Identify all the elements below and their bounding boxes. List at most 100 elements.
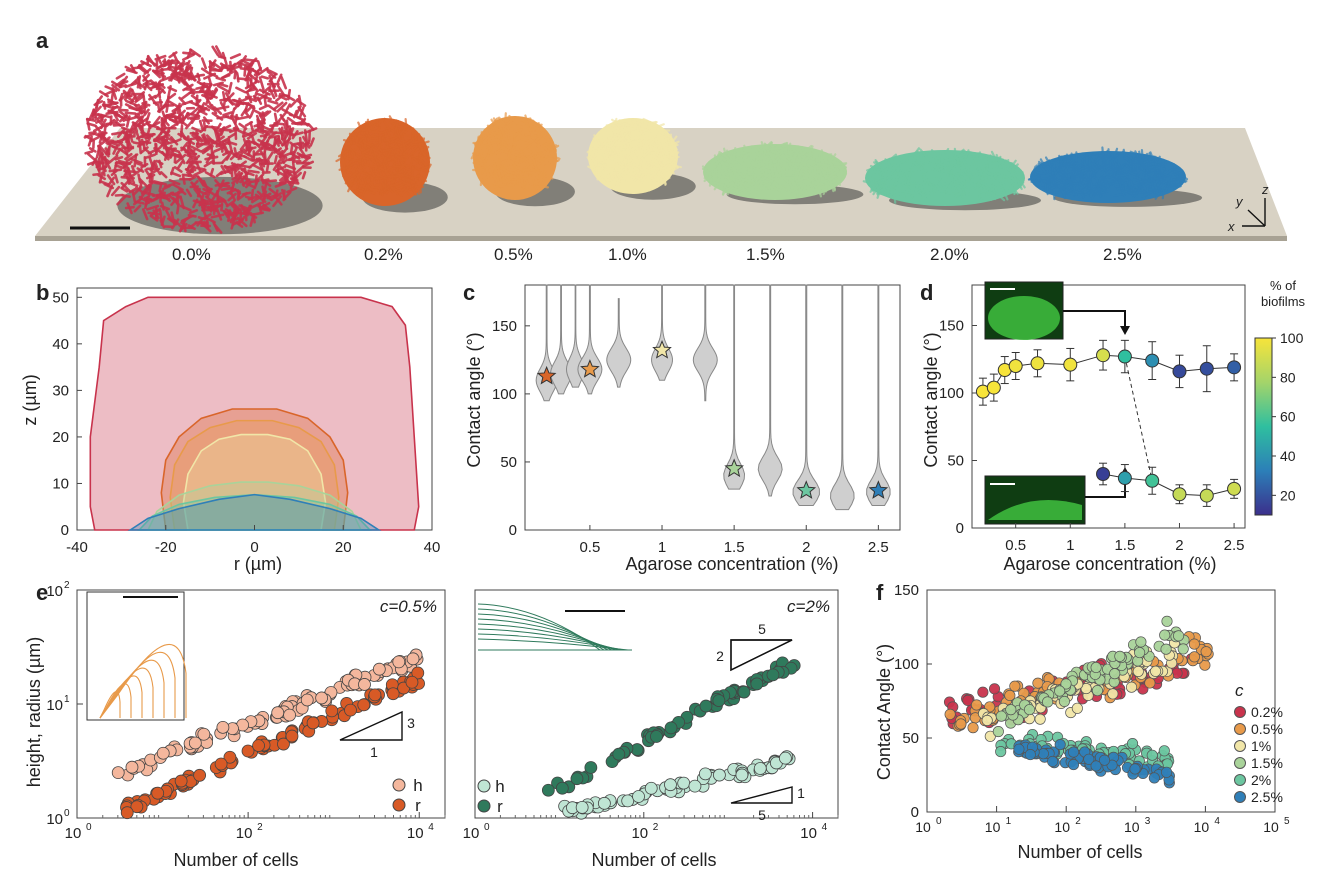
cell <box>104 89 115 96</box>
cell <box>236 61 251 68</box>
cell <box>151 69 162 79</box>
point-r <box>174 774 188 788</box>
point-1.5% <box>1173 630 1185 642</box>
point-h <box>664 778 677 792</box>
cell <box>609 177 620 182</box>
xtick-exp-100: 2 <box>1075 816 1081 827</box>
cell <box>750 163 764 170</box>
slope-run: 1 <box>370 744 378 760</box>
cell <box>160 67 171 72</box>
cell <box>592 136 604 140</box>
violin-3 <box>577 284 603 395</box>
xtick-label-1: 10 <box>65 825 82 842</box>
cell <box>97 165 108 172</box>
colorbar <box>1254 337 1273 516</box>
legend-text-5: 2.5% <box>1251 789 1283 805</box>
cell <box>229 53 242 60</box>
cell <box>114 173 119 184</box>
cell <box>205 151 215 164</box>
xtick-exp-10000: 4 <box>1214 816 1220 827</box>
cell <box>817 151 822 161</box>
cell <box>1131 174 1142 181</box>
cell <box>980 195 992 200</box>
violin-6 <box>692 284 718 402</box>
point-h <box>753 762 767 775</box>
cell <box>738 181 751 188</box>
cell <box>777 172 786 185</box>
point-1% <box>1150 665 1162 677</box>
cell <box>196 187 201 198</box>
cell <box>98 180 110 186</box>
cell <box>185 188 193 198</box>
cell <box>618 119 628 123</box>
cell <box>199 190 208 196</box>
legend-text-0: 0.2% <box>1251 704 1283 720</box>
xtick-label-1: 1 <box>1066 537 1074 554</box>
cb-tick-label-100: 100 <box>1280 330 1304 346</box>
point-2.5% <box>1067 759 1080 771</box>
cell <box>1072 184 1077 195</box>
cell <box>482 134 491 144</box>
cell <box>242 175 252 184</box>
cell <box>190 145 203 153</box>
cell <box>805 187 818 193</box>
cell <box>1157 168 1161 179</box>
cell <box>281 108 294 117</box>
point-1.5% <box>1058 695 1070 707</box>
cell <box>641 171 656 176</box>
cell <box>950 172 958 181</box>
profile-c25 <box>127 493 382 531</box>
cell <box>516 131 523 139</box>
xtick-label-1000: 10 <box>1124 819 1140 835</box>
cell <box>943 169 954 175</box>
cell <box>217 126 225 139</box>
cell <box>542 170 546 184</box>
cell <box>134 110 146 116</box>
cell <box>216 84 230 94</box>
point-1% <box>1125 681 1138 693</box>
cell <box>496 171 508 180</box>
cell <box>213 106 223 115</box>
cell <box>250 74 260 84</box>
xtick-label-0.5: 0.5 <box>579 539 600 556</box>
cell <box>712 168 716 182</box>
cell <box>205 90 214 98</box>
cell <box>391 176 397 185</box>
cell <box>1135 184 1142 195</box>
cell <box>293 165 305 176</box>
violin-8 <box>757 284 783 497</box>
cell <box>818 183 828 195</box>
point-r <box>712 694 726 708</box>
cell <box>1101 146 1105 159</box>
cell <box>549 151 558 161</box>
cell <box>156 61 170 70</box>
cell <box>180 216 191 225</box>
cell <box>1075 152 1086 164</box>
point-r <box>241 744 255 758</box>
cell <box>363 163 375 168</box>
cell <box>147 55 156 67</box>
cell <box>610 126 618 138</box>
cell <box>1040 177 1054 182</box>
cell <box>173 166 183 173</box>
cell <box>729 181 738 189</box>
point-r <box>223 750 237 764</box>
xtick-label-1: 1 <box>658 539 666 556</box>
cell <box>913 172 922 183</box>
cell <box>242 154 254 162</box>
cell <box>114 193 124 197</box>
cell <box>908 168 916 177</box>
conc-label-5: 2.0% <box>930 245 969 264</box>
colorbar-title-line1: % of <box>1270 278 1296 293</box>
cell <box>956 174 965 186</box>
ytick-label-40: 40 <box>52 336 69 353</box>
cell <box>878 178 887 186</box>
cell <box>605 127 610 136</box>
cell <box>124 152 133 161</box>
cell <box>272 159 282 171</box>
cell <box>345 159 354 168</box>
cell <box>222 111 233 117</box>
point-2% <box>995 746 1007 758</box>
cell <box>828 170 840 178</box>
cell <box>256 92 268 99</box>
